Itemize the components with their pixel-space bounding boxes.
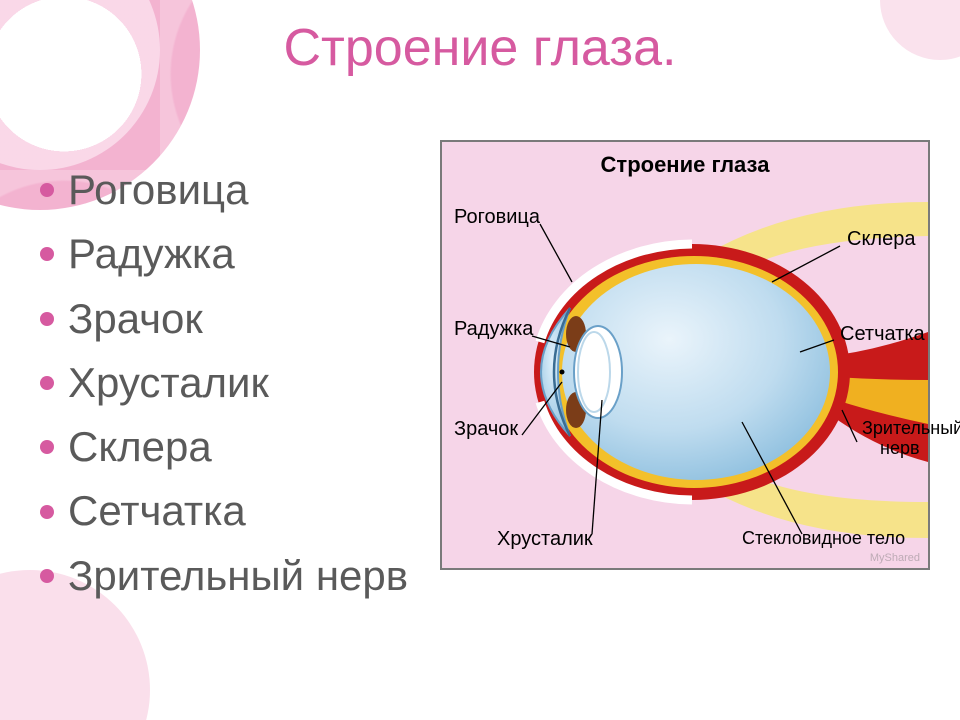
list-item: Роговица <box>40 166 460 214</box>
list-item: Зрачок <box>40 295 460 343</box>
eye-diagram: Роговица Радужка Зрачок Хрусталик Склера Сетч… <box>440 140 930 570</box>
label-lens: Хрусталик <box>497 528 593 551</box>
bullet-label: Зрительный нерв <box>68 552 408 600</box>
bullet-label: Радужка <box>68 230 235 278</box>
label-nerve: Зрительный <box>862 418 960 439</box>
list-item: Зрительный нерв <box>40 552 460 600</box>
bullet-label: Зрачок <box>68 295 203 343</box>
list-item: Склера <box>40 423 460 471</box>
label-vitreous: Стекловидное тело <box>742 528 905 549</box>
bullet-dot <box>40 569 54 583</box>
bullet-dot <box>40 440 54 454</box>
bullet-dot <box>40 247 54 261</box>
bullet-label: Хрусталик <box>68 359 269 407</box>
pupil-point <box>560 370 565 375</box>
bullet-dot <box>40 376 54 390</box>
bullet-label: Склера <box>68 423 212 471</box>
bullet-dot <box>40 183 54 197</box>
bullet-dot <box>40 505 54 519</box>
bullet-label: Роговица <box>68 166 248 214</box>
label-cornea: Роговица <box>454 206 540 229</box>
label-pupil: Зрачок <box>454 418 518 441</box>
label-retina: Сетчатка <box>840 323 925 346</box>
slide: Строение глаза. Роговица Радужка Зрачок Хру… <box>0 0 960 720</box>
leader-cornea <box>540 224 572 282</box>
watermark: MyShared <box>870 552 920 564</box>
bullet-dot <box>40 312 54 326</box>
page-title: Строение глаза. <box>0 18 960 78</box>
lens <box>574 326 622 418</box>
label-sclera: Склера <box>847 228 915 251</box>
diagram-title: Строение глаза <box>442 152 928 178</box>
bullet-list: Роговица Радужка Зрачок Хрусталик Склера Сетч… <box>40 150 460 616</box>
label-iris: Радужка <box>454 318 533 341</box>
list-item: Радужка <box>40 230 460 278</box>
list-item: Хрусталик <box>40 359 460 407</box>
label-nerve-line2: нерв <box>880 438 920 459</box>
list-item: Сетчатка <box>40 487 460 535</box>
bullet-label: Сетчатка <box>68 487 246 535</box>
